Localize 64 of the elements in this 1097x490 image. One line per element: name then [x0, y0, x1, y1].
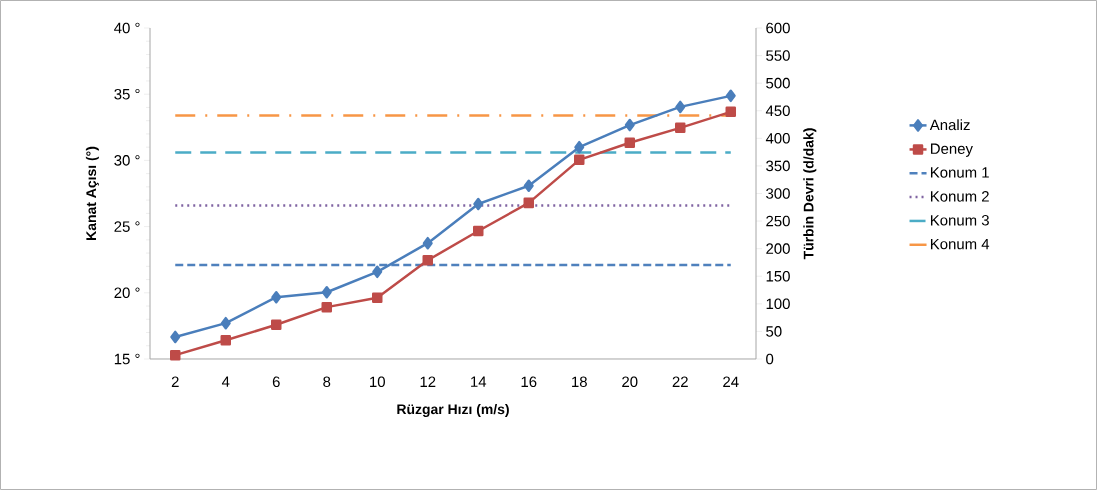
y2-axis-title: Türbin Devri (d/dak)	[803, 128, 817, 260]
y2-tick-label: 450	[765, 105, 790, 117]
legend-label: Konum 4	[930, 238, 990, 250]
point	[271, 319, 282, 331]
y-tick-label: 30 °	[114, 155, 140, 166]
legend-label: Konum 2	[930, 191, 989, 202]
x-tick-label: 18	[572, 376, 587, 388]
y-tick-label: 15 °	[114, 353, 140, 365]
y-tick-label: 35 °	[114, 88, 140, 100]
point	[675, 122, 686, 134]
y2-tick-label: 500	[766, 77, 790, 89]
point	[523, 179, 534, 193]
point	[372, 265, 383, 279]
y2-tick-label: 150	[766, 270, 790, 282]
legend-label: Konum 1	[930, 167, 989, 178]
y2-tick-label: 250	[766, 215, 790, 227]
point	[321, 286, 332, 299]
y2-tick-label: 200	[766, 243, 790, 254]
point	[675, 100, 686, 114]
x-tick-label: 22	[672, 376, 688, 387]
point	[372, 292, 383, 304]
y2-tick-label: 0	[766, 353, 774, 365]
y2-tick-label: 350	[766, 160, 790, 172]
x-tick-label: 4	[221, 376, 230, 387]
point	[725, 89, 736, 103]
x-tick-label: 2	[171, 376, 179, 387]
point	[271, 290, 282, 304]
point	[624, 118, 635, 132]
x-tick-label: 8	[323, 376, 331, 388]
x-tick-label: 12	[420, 376, 436, 387]
point	[523, 197, 535, 209]
x-tick-label: 14	[471, 376, 487, 387]
y2-tick-label: 400	[765, 133, 790, 144]
point	[473, 225, 484, 237]
legend-label: Deney	[930, 143, 973, 157]
point	[422, 236, 433, 250]
x-tick-label: 6	[272, 376, 280, 388]
point	[220, 316, 231, 330]
point	[170, 349, 181, 361]
point	[725, 106, 737, 118]
point	[574, 154, 585, 166]
x-tick-label: 10	[370, 376, 385, 388]
point	[170, 330, 181, 344]
x-tick-label: 16	[521, 376, 537, 388]
y-tick-label: 20 °	[114, 287, 140, 299]
y2-tick-label: 550	[766, 50, 790, 61]
point	[220, 334, 231, 346]
y2-tick-label: 50	[766, 326, 782, 337]
point	[321, 301, 332, 313]
legend-label: Konum 3	[930, 214, 989, 226]
y-tick-label: 25 °	[114, 221, 140, 232]
y2-tick-label: 600	[766, 22, 790, 34]
point	[473, 197, 484, 211]
x-tick-label: 20	[622, 376, 638, 388]
y2-tick-label: 100	[766, 298, 790, 310]
x-axis-title: Rüzgar Hızı (m/s)	[397, 403, 509, 417]
legend-label: Analiz	[929, 119, 970, 131]
y-tick-label: 40 °	[114, 22, 140, 34]
point	[574, 140, 585, 154]
y2-tick-label: 300	[766, 188, 790, 199]
y-axis-title: Kanat Açısı (°)	[85, 146, 99, 240]
point	[422, 255, 433, 266]
point	[624, 137, 636, 148]
x-tick-label: 24	[723, 376, 739, 387]
